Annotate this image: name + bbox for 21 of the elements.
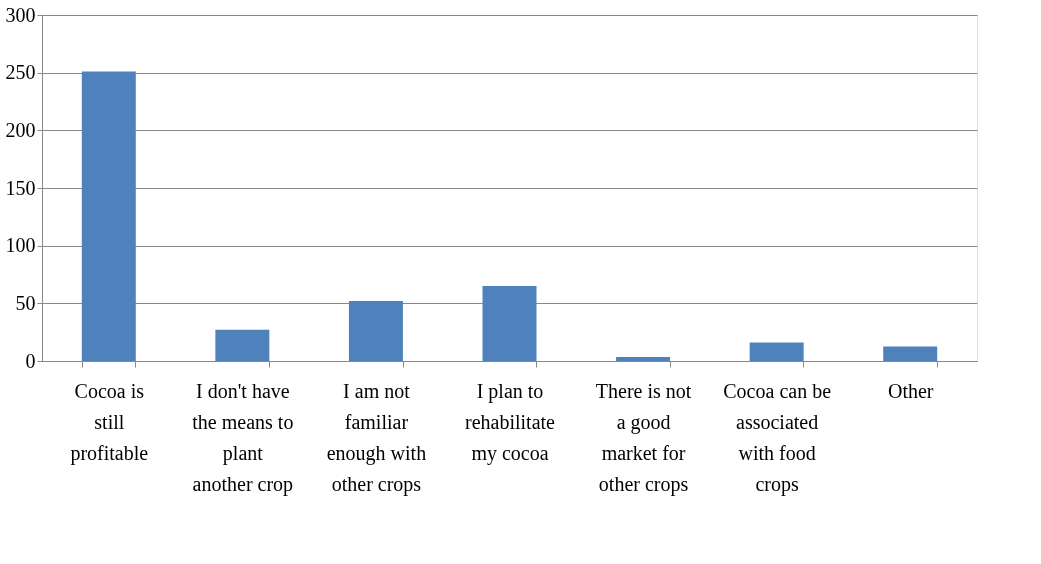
bar xyxy=(215,329,270,361)
x-tick-label: Cocoa is still profitable xyxy=(70,379,149,465)
y-tick-label: 150 xyxy=(5,176,36,199)
y-tick-label: 0 xyxy=(25,349,36,372)
bar xyxy=(616,356,671,361)
x-tick-label: There is not a good market for other crops xyxy=(595,379,692,496)
y-tick-label: 300 xyxy=(5,3,36,26)
bar xyxy=(348,301,403,361)
y-tick-label: 250 xyxy=(5,61,36,84)
y-tick-label: 200 xyxy=(5,118,36,141)
x-tick-label: I plan to rehabilitate my cocoa xyxy=(465,379,556,465)
bar xyxy=(482,286,537,361)
x-tick-label: I am not familiar enough with other crops xyxy=(326,379,427,496)
x-tick-label: I don't have the means to plant another crop xyxy=(192,379,294,496)
bar xyxy=(81,71,136,361)
bar xyxy=(749,342,804,361)
x-tick-label: Other xyxy=(887,379,934,402)
y-tick-label: 100 xyxy=(5,234,36,257)
y-tick-label: 50 xyxy=(15,291,36,314)
x-tick-label: Cocoa can be associated with food crops xyxy=(723,379,832,496)
bar xyxy=(883,346,938,361)
